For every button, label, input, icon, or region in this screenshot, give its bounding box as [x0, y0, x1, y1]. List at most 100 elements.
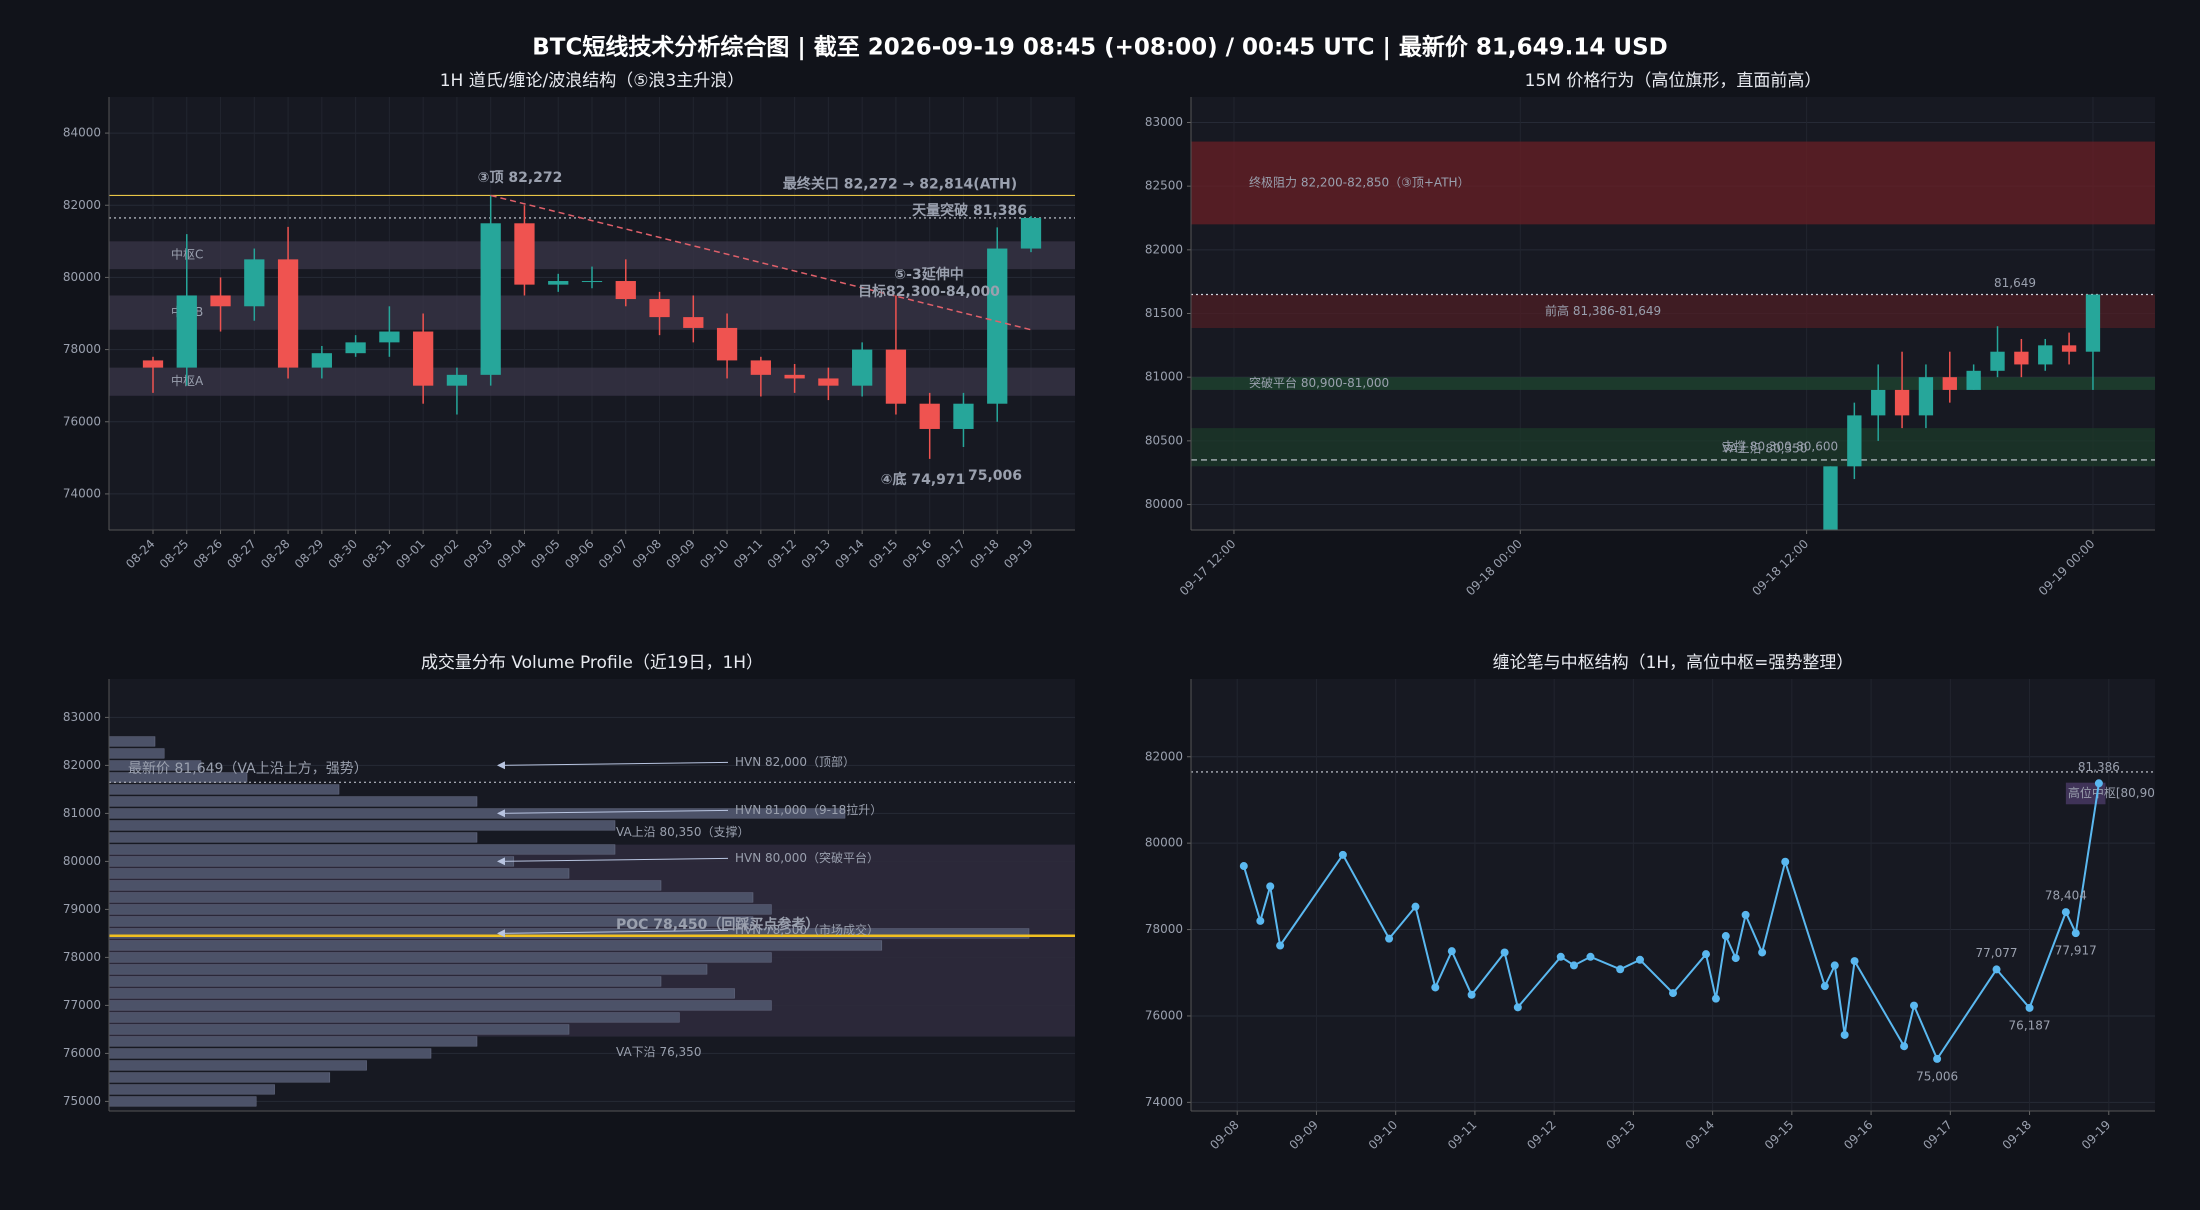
- pen-point: [1556, 952, 1565, 961]
- volume-bar: [109, 784, 340, 795]
- volume-bar: [109, 844, 616, 855]
- chart-title: 成交量分布 Volume Profile（近19日，1H）: [421, 653, 763, 673]
- x-tick-label: 09-08: [630, 537, 665, 572]
- plot-group: VA下沿 76,350 VA上沿 80,350（支撑） POC 78,450（回踩买…: [109, 716, 1075, 1107]
- y-tick-label: 78000: [63, 342, 101, 356]
- x-tick-label: 09-13: [1603, 1118, 1638, 1153]
- pen-point: [1500, 948, 1509, 957]
- chart-title: 1H 道氏/缠论/波浪结构（⑤浪3主升浪）: [440, 71, 745, 91]
- band: [1191, 428, 2155, 467]
- x-tick-label: 09-17: [1920, 1118, 1955, 1153]
- candle-body: [244, 259, 265, 307]
- candle-body: [852, 349, 873, 386]
- x-tick-label: 08-27: [224, 537, 259, 572]
- x-tick-label: 09-05: [528, 537, 563, 572]
- y-tick-label: 81500: [1145, 306, 1183, 320]
- x-tick-label: 09-01: [393, 537, 428, 572]
- x-tick-label: 09-11: [1445, 1118, 1480, 1153]
- volume-bar: [109, 952, 772, 963]
- volume-bar: [109, 868, 570, 879]
- pen-point: [1635, 955, 1644, 964]
- pen-point: [1467, 990, 1476, 999]
- volume-bar: [109, 760, 202, 771]
- x-tick-label: 08-26: [191, 537, 226, 572]
- x-tick-label: 09-16: [1841, 1118, 1876, 1153]
- x-tick-label: 09-14: [832, 537, 867, 572]
- volume-bar: [109, 940, 883, 951]
- candle-body: [379, 331, 400, 343]
- plot-area: [1191, 679, 2155, 1111]
- annotation: 目标82,300-84,000: [858, 283, 1000, 300]
- candle-body: [1894, 389, 1910, 416]
- x-tick-label: 09-15: [1762, 1118, 1797, 1153]
- candle-body: [2061, 345, 2077, 352]
- x-tick-label: 09-09: [663, 537, 698, 572]
- candle-body: [615, 281, 636, 300]
- hvn-arrow: [497, 761, 729, 770]
- volume-bar: [109, 1024, 570, 1035]
- candle-body: [683, 317, 704, 328]
- annotation: ⑤-3延伸中: [894, 266, 963, 283]
- y-tick-label: 79000: [63, 902, 101, 916]
- x-tick-label: 09-10: [697, 537, 732, 572]
- candle-body: [716, 327, 738, 361]
- candle-body: [548, 281, 569, 285]
- pen-point: [1741, 910, 1750, 919]
- candle-body: [649, 299, 670, 318]
- latest-label: 最新价 81,649（VA上沿上方，强势）: [128, 761, 368, 777]
- value-label: 75,006: [1916, 1069, 1958, 1083]
- x-tick-label: 09-10: [1366, 1118, 1401, 1153]
- pen-point: [1721, 932, 1730, 941]
- pen-point: [1513, 1003, 1522, 1012]
- y-tick-label: 83000: [1145, 115, 1183, 129]
- x-tick-label: 09-19: [1001, 537, 1036, 572]
- annotation: ④底 74,971: [881, 471, 966, 488]
- pen-point: [1711, 994, 1720, 1003]
- x-tick-label: 09-11: [731, 537, 766, 572]
- x-tick-label: 09-19 00:00: [2036, 537, 2098, 599]
- value-label: 76,187: [2009, 1018, 2051, 1032]
- volume-bar: [109, 892, 754, 903]
- pen-point: [1731, 954, 1740, 963]
- pen-point: [1411, 902, 1420, 911]
- pen-point: [1385, 934, 1394, 943]
- x-tick-label: 09-06: [562, 537, 597, 572]
- x-tick-label: 09-17: [933, 537, 968, 572]
- pen-point: [1910, 1001, 1918, 1010]
- volume-bar: [109, 916, 754, 927]
- pen-point: [1830, 961, 1839, 970]
- y-tick-label: 76000: [63, 1046, 101, 1060]
- volume-bar: [109, 928, 1030, 939]
- band: [109, 241, 1075, 270]
- candle-body: [1942, 377, 1957, 390]
- volume-bar: [109, 748, 165, 759]
- chart-title: 15M 价格行为（高位旗形，直面前高）: [1525, 71, 1822, 91]
- annotation: 天量突破 81,386: [912, 202, 1027, 219]
- candle-body: [480, 223, 501, 375]
- pen-point: [1239, 862, 1248, 871]
- x-tick-label: 09-12: [1524, 1118, 1559, 1153]
- value-label: 77,077: [1976, 946, 2018, 960]
- pen-point: [1702, 950, 1711, 959]
- band: [1191, 294, 2155, 329]
- band-label: 支撑 80,300-80,600: [1722, 439, 1838, 454]
- y-tick-label: 81000: [63, 806, 101, 820]
- candle-body: [1918, 377, 1934, 416]
- pen-point: [1256, 916, 1265, 925]
- candle-body: [885, 349, 907, 404]
- y-tick-label: 82000: [63, 758, 101, 772]
- y-tick-label: 82500: [1145, 179, 1183, 193]
- candle-body: [1871, 389, 1886, 416]
- hvn-arrow: [497, 929, 729, 938]
- band: [109, 295, 1075, 330]
- band: [1191, 377, 2155, 390]
- y-tick-label: 74000: [1145, 1095, 1183, 1109]
- pen-point: [1569, 961, 1578, 970]
- candle-body: [818, 378, 839, 386]
- volume-bar: [109, 976, 662, 987]
- pen-point: [1758, 948, 1767, 957]
- y-tick-label: 80500: [1145, 433, 1183, 447]
- candle-body: [142, 360, 164, 368]
- trend-line: [490, 194, 1032, 331]
- y-tick-label: 78000: [1145, 922, 1183, 936]
